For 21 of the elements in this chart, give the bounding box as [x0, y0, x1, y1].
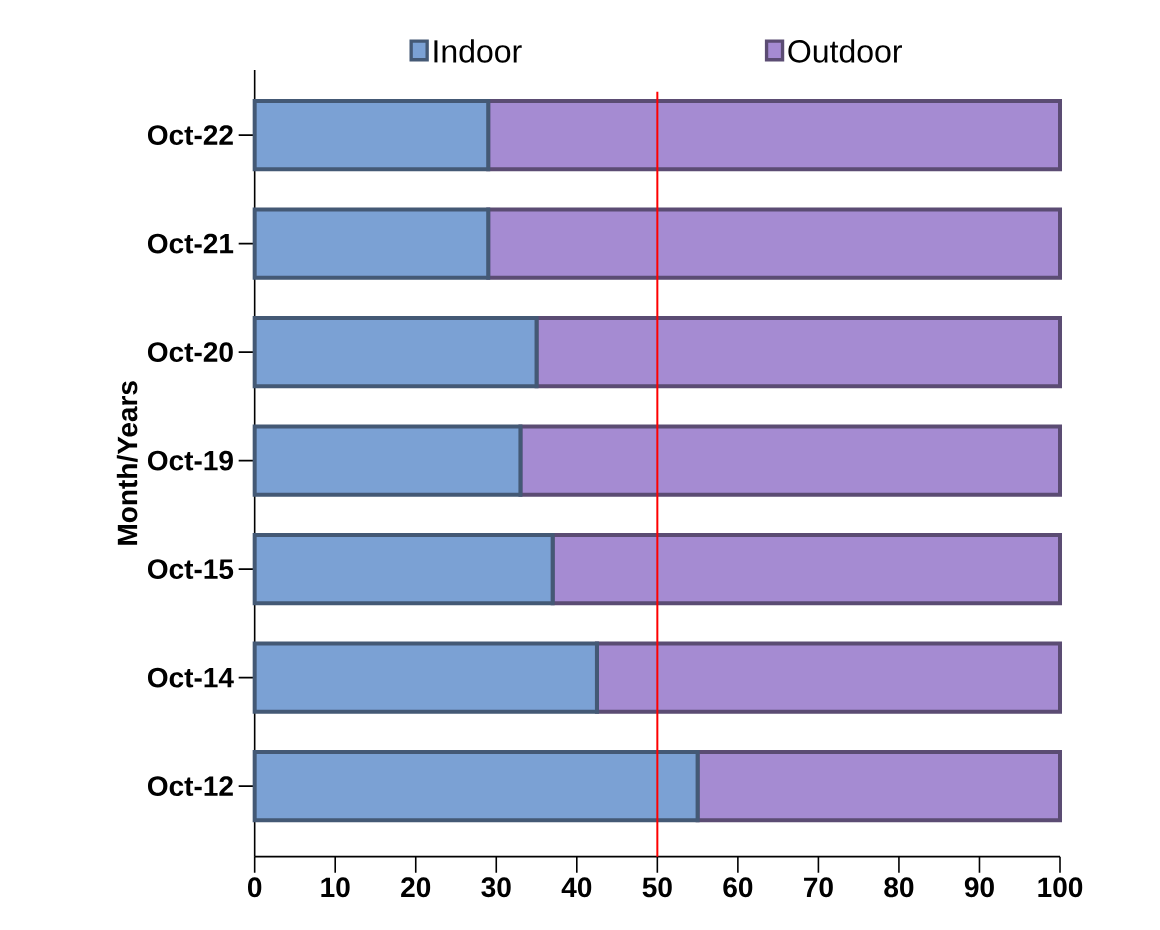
y-tick-label: Oct-15: [147, 559, 234, 580]
x-tick-label: 0: [247, 877, 262, 898]
y-tick-label: Oct-21: [147, 233, 234, 254]
y-tick-label: Oct-22: [147, 125, 233, 145]
y-tick-label: Oct-20: [147, 342, 233, 363]
legend-label: Indoor: [434, 39, 522, 63]
x-tick-label: 20: [401, 877, 431, 898]
x-tick-label: 50: [642, 877, 672, 898]
x-tick-label: 100: [1038, 877, 1083, 898]
x-tick-label: 70: [804, 877, 833, 898]
x-tick-label: 60: [723, 877, 753, 898]
x-tick-label: 80: [884, 877, 914, 898]
x-tick-label: 40: [561, 877, 592, 898]
y-tick-label: Oct-14: [147, 667, 234, 688]
x-tick-label: 90: [964, 877, 994, 898]
x-tick-label: 10: [321, 877, 350, 898]
x-tick-label: 30: [481, 877, 511, 898]
y-axis-title: Month/Years: [116, 381, 138, 545]
y-tick-label: Oct-19: [147, 450, 233, 471]
legend-label: Outdoor: [788, 39, 902, 63]
y-tick-label: Oct-12: [147, 776, 233, 797]
